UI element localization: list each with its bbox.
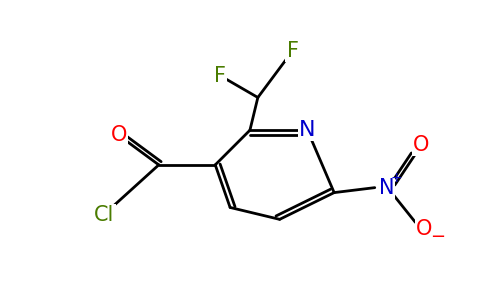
Text: F: F: [287, 41, 299, 61]
Text: O: O: [111, 125, 127, 145]
Text: O: O: [416, 219, 433, 239]
Text: +: +: [391, 171, 402, 185]
Text: O: O: [413, 135, 429, 155]
Text: Cl: Cl: [94, 206, 115, 225]
Text: −: −: [431, 228, 446, 246]
Text: N: N: [379, 178, 394, 198]
Text: N: N: [299, 120, 316, 140]
Text: F: F: [214, 66, 226, 86]
